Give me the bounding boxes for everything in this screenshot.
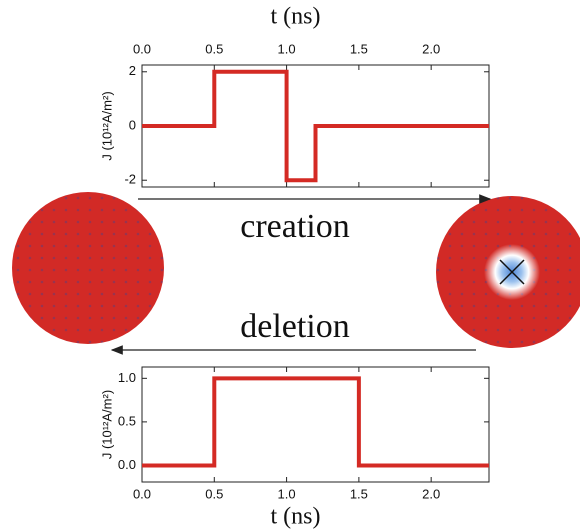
creation-label: creation	[240, 208, 350, 245]
line	[142, 69, 489, 183]
x-tick-label: 0.0	[133, 486, 151, 501]
x-tick-label: 1.0	[278, 41, 296, 56]
y-axis-label: J (10¹²A/m²)	[99, 91, 114, 160]
x-tick-label: 2.0	[422, 486, 440, 501]
disk-right	[436, 196, 580, 348]
y-tick-label: 1.0	[118, 370, 136, 385]
x-axis-label: t (ns)	[271, 504, 321, 530]
y-tick-label: 2	[129, 63, 136, 78]
x-tick-label: 0.5	[205, 41, 223, 56]
x-tick-label: 1.0	[278, 486, 296, 501]
x-tick-label: 0.0	[133, 41, 151, 56]
line	[142, 376, 489, 468]
y-tick-label: 0.5	[118, 413, 136, 428]
disk-left	[12, 192, 164, 344]
x-tick-label: 1.5	[350, 486, 368, 501]
x-axis-label: t (ns)	[271, 4, 321, 30]
x-tick-label: 2.0	[422, 41, 440, 56]
x-tick-label: 0.5	[205, 486, 223, 501]
y-tick-label: -2	[124, 172, 136, 187]
x-tick-label: 1.5	[350, 41, 368, 56]
y-tick-label: 0.0	[118, 457, 136, 472]
y-tick-label: 0	[129, 117, 136, 132]
plot-frame	[141, 366, 490, 483]
y-axis-label: J (10¹²A/m²)	[99, 390, 114, 459]
deletion-label: deletion	[240, 308, 350, 345]
